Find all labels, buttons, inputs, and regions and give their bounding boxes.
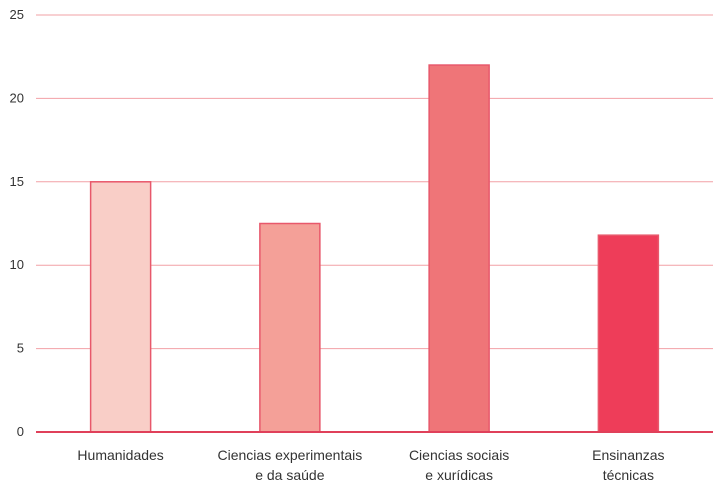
bars [89,64,660,433]
x-category-label-3: Ensinanzas técnicas [592,447,664,483]
y-axis-ticks: 0 5 10 15 20 25 [10,7,24,439]
bar-3 [597,234,660,433]
x-category-label-line: e xurídicas [425,467,493,483]
bar-1 [259,222,321,433]
y-tick-label-20: 20 [10,90,24,105]
bar-2 [428,64,490,433]
y-tick-label-0: 0 [17,424,24,439]
x-category-label-line: técnicas [603,467,654,483]
x-category-label-line: Humanidades [77,447,163,463]
y-tick-label-5: 5 [17,341,24,356]
y-tick-label-15: 15 [10,174,24,189]
y-tick-label-10: 10 [10,257,24,272]
x-axis-labels: Humanidades Ciencias experimentais e da sa… [77,447,664,483]
y-tick-label-25: 25 [10,7,24,22]
x-category-label-0: Humanidades [77,447,163,463]
x-category-label-1: Ciencias experimentais e da saúde [218,447,363,483]
x-category-label-line: Ciencias sociais [409,447,509,463]
x-category-label-line: Ciencias experimentais [218,447,363,463]
bar-0 [89,181,152,433]
x-category-label-line: e da saúde [255,467,324,483]
x-category-label-2: Ciencias sociais e xurídicas [409,447,509,483]
x-category-label-line: Ensinanzas [592,447,664,463]
